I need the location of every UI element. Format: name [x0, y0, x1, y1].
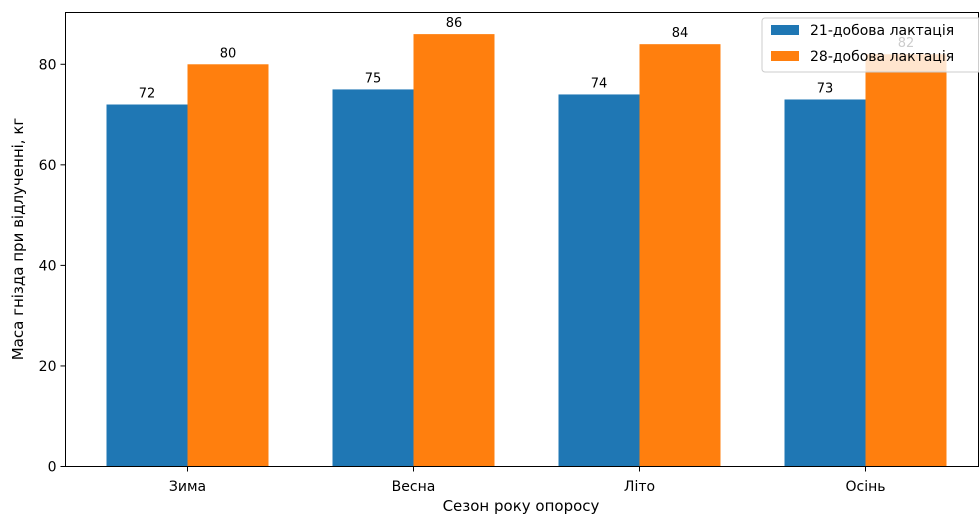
- bar-s1-4: [784, 99, 866, 467]
- x-tick-label-1: Зима: [169, 479, 206, 495]
- bar-s2-2: [413, 34, 495, 467]
- legend-swatch-series-1: [771, 25, 799, 35]
- y-axis-label: Маса гнізда при відлученні, кг: [9, 118, 27, 361]
- y-ticks-layer: 0 20 40 60 80: [39, 57, 66, 476]
- y-tick-label-3: 40: [39, 258, 57, 274]
- bar-s2-1: [187, 64, 269, 467]
- bar-s1-1: [106, 104, 188, 467]
- value-label-s2-2: 86: [446, 16, 463, 31]
- x-tick-label-3: Літо: [624, 479, 655, 495]
- bar-s2-3: [639, 44, 721, 467]
- legend-swatch-series-2: [771, 51, 799, 61]
- legend: 21-добова лактація 28-добова лактація: [761, 17, 979, 73]
- bars-layer: [106, 34, 947, 467]
- value-label-s1-3: 74: [591, 76, 608, 91]
- value-label-s1-4: 73: [817, 81, 834, 96]
- bar-s1-3: [558, 94, 640, 467]
- x-ticks-layer: Зима Весна Літо Осінь: [169, 466, 886, 495]
- x-tick-label-4: Осінь: [845, 479, 885, 495]
- y-tick-label-2: 20: [39, 359, 57, 375]
- legend-label-series-1: 21-добова лактація: [810, 23, 954, 39]
- value-label-s2-3: 84: [672, 26, 689, 41]
- x-axis-label: Сезон року опоросу: [443, 497, 600, 515]
- bar-s1-2: [332, 89, 414, 467]
- value-label-s2-1: 80: [220, 46, 237, 61]
- bar-s2-4: [865, 54, 947, 467]
- y-tick-label-5: 80: [39, 57, 57, 73]
- legend-box: [761, 17, 979, 73]
- value-label-s1-1: 72: [139, 87, 156, 102]
- legend-label-series-2: 28-добова лактація: [810, 49, 954, 65]
- y-tick-label-4: 60: [39, 158, 57, 174]
- value-label-s1-2: 75: [365, 71, 382, 86]
- y-tick-label-1: 0: [48, 460, 57, 476]
- x-tick-label-2: Весна: [392, 479, 436, 495]
